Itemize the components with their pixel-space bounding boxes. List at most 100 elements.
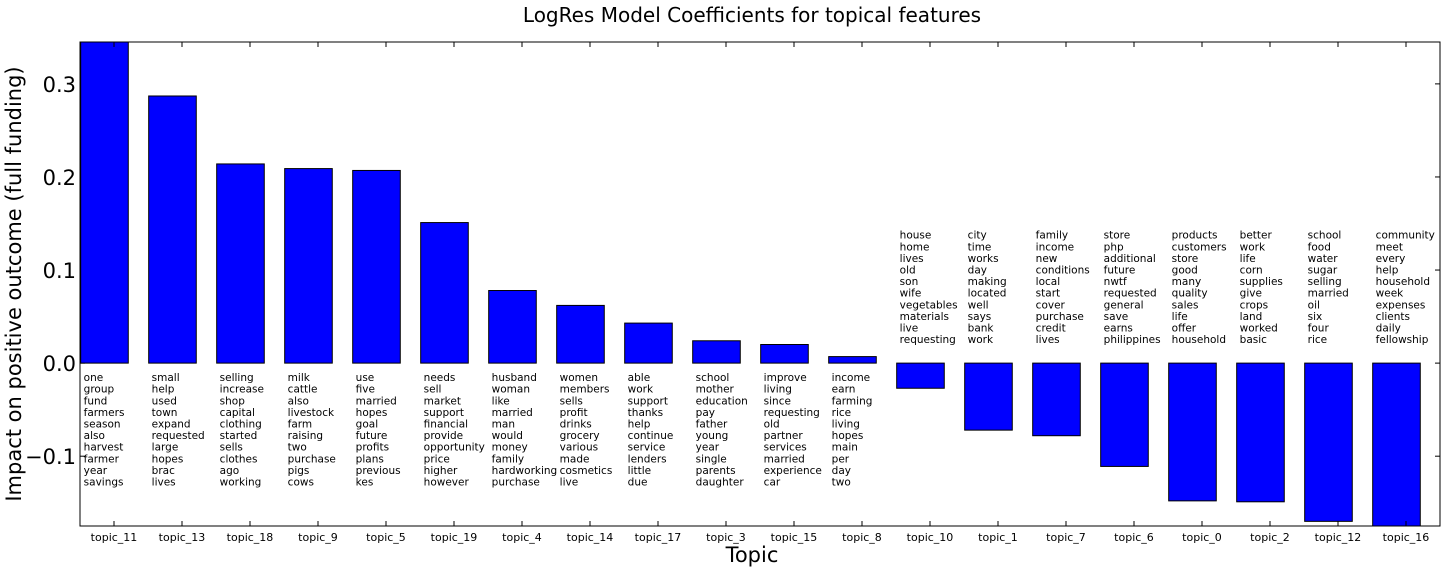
topic-word: help <box>1376 265 1399 277</box>
topic-word: young <box>696 430 729 442</box>
topic-word: works <box>968 253 999 265</box>
topic-word: purchase <box>288 453 336 465</box>
topic-word: kes <box>356 477 374 489</box>
topic-word: making <box>968 276 1007 288</box>
topic-word: good <box>1172 265 1198 277</box>
topic-word: raising <box>288 430 323 442</box>
x-tick-label: topic_9 <box>298 531 338 544</box>
topic-word: life <box>1240 253 1256 265</box>
bar-topic_6 <box>1100 362 1149 467</box>
topic-word: farmers <box>84 407 125 419</box>
topic-word: cattle <box>288 384 318 396</box>
topic-word: customers <box>1172 241 1227 253</box>
topic-word: parents <box>696 465 736 477</box>
x-tick-label: topic_6 <box>1114 531 1154 544</box>
topic-word: hopes <box>152 453 184 465</box>
x-tick-label: topic_4 <box>502 531 542 544</box>
topic-word: living <box>832 419 860 431</box>
topic-word: plans <box>356 453 384 465</box>
topic-word: basic <box>1240 334 1267 346</box>
x-axis-label: Topic <box>725 543 779 567</box>
topic-word: education <box>696 395 748 407</box>
y-tick-label: 0.0 <box>43 352 76 376</box>
topic-word: goal <box>356 419 378 431</box>
topic-word: rice <box>832 407 851 419</box>
topic-word: start <box>1036 288 1060 300</box>
topic-word: philippines <box>1104 334 1161 346</box>
topic-word: future <box>1104 265 1136 277</box>
topic-word: support <box>424 407 464 419</box>
topic-word: week <box>1376 288 1405 300</box>
topic-word: services <box>764 442 807 454</box>
topic-word: save <box>1104 311 1129 323</box>
topic-word: school <box>1308 230 1342 242</box>
topic-word: members <box>560 384 610 396</box>
topic-word: meet <box>1376 241 1403 253</box>
topic-word: requesting <box>764 407 820 419</box>
x-tick-label: topic_16 <box>1383 531 1430 544</box>
bar-topic_18 <box>216 163 265 364</box>
topic-word: selling <box>1308 276 1342 288</box>
topic-word: year <box>84 465 108 477</box>
y-tick-label: −0.1 <box>25 445 76 469</box>
topic-word: well <box>968 299 989 311</box>
topic-word: life <box>1172 311 1188 323</box>
bar-topic_4 <box>488 290 537 364</box>
topic-word: income <box>832 372 870 384</box>
topic-word: purchase <box>1036 311 1084 323</box>
topic-word: opportunity <box>424 442 485 454</box>
topic-word: single <box>696 453 727 465</box>
x-tick-label: topic_12 <box>1315 531 1362 544</box>
topic-word: store <box>1172 253 1199 265</box>
topic-word: improve <box>764 372 807 384</box>
topic-word: daughter <box>696 477 745 489</box>
topic-word: income <box>1036 241 1074 253</box>
topic-word: hardworking <box>492 465 558 477</box>
bar-topic_3 <box>692 340 741 364</box>
topic-word: crops <box>1240 299 1268 311</box>
bar-topic_17 <box>624 322 673 364</box>
bar-topic_15 <box>760 344 809 364</box>
topic-word: oil <box>1308 299 1320 311</box>
topic-word: however <box>424 477 470 489</box>
topic-word: bank <box>968 323 995 335</box>
topic-word: ago <box>220 465 240 477</box>
bar-topic_16 <box>1372 362 1421 527</box>
x-tick-label: topic_14 <box>567 531 614 544</box>
topic-word: purchase <box>492 477 540 489</box>
topic-word: vegetables <box>900 299 958 311</box>
topic-word: experience <box>764 465 822 477</box>
bar-topic_2 <box>1236 362 1285 503</box>
topic-word: married <box>356 395 397 407</box>
topic-word: due <box>628 477 648 489</box>
topic-word: sells <box>560 395 583 407</box>
topic-word: pay <box>696 407 715 419</box>
topic-word: season <box>84 419 121 431</box>
topic-word: provide <box>424 430 463 442</box>
bar-topic_13 <box>148 95 197 364</box>
x-tick-label: topic_13 <box>159 531 206 544</box>
topic-word: live <box>560 477 579 489</box>
topic-word: grocery <box>560 430 600 442</box>
topic-word: four <box>1308 323 1330 335</box>
topic-word: cosmetics <box>560 465 613 477</box>
topic-word: requested <box>1104 288 1157 300</box>
x-tick-label: topic_10 <box>907 531 954 544</box>
topic-word: household <box>1172 334 1226 346</box>
topic-word: would <box>492 430 523 442</box>
topic-word: car <box>764 477 781 489</box>
topic-word: live <box>900 323 919 335</box>
topic-word: every <box>1376 253 1406 265</box>
topic-word: work <box>1240 241 1266 253</box>
topic-word: used <box>152 395 177 407</box>
topic-word: give <box>1240 288 1262 300</box>
topic-word: php <box>1104 241 1124 253</box>
x-tick-label: topic_11 <box>91 531 138 544</box>
topic-word: previous <box>356 465 401 477</box>
topic-word: lives <box>1036 334 1060 346</box>
topic-word: quality <box>1172 288 1208 300</box>
topic-word: married <box>1308 288 1349 300</box>
topic-word: nwtf <box>1104 276 1127 288</box>
topic-word: family <box>492 453 524 465</box>
topic-word: local <box>1036 276 1060 288</box>
